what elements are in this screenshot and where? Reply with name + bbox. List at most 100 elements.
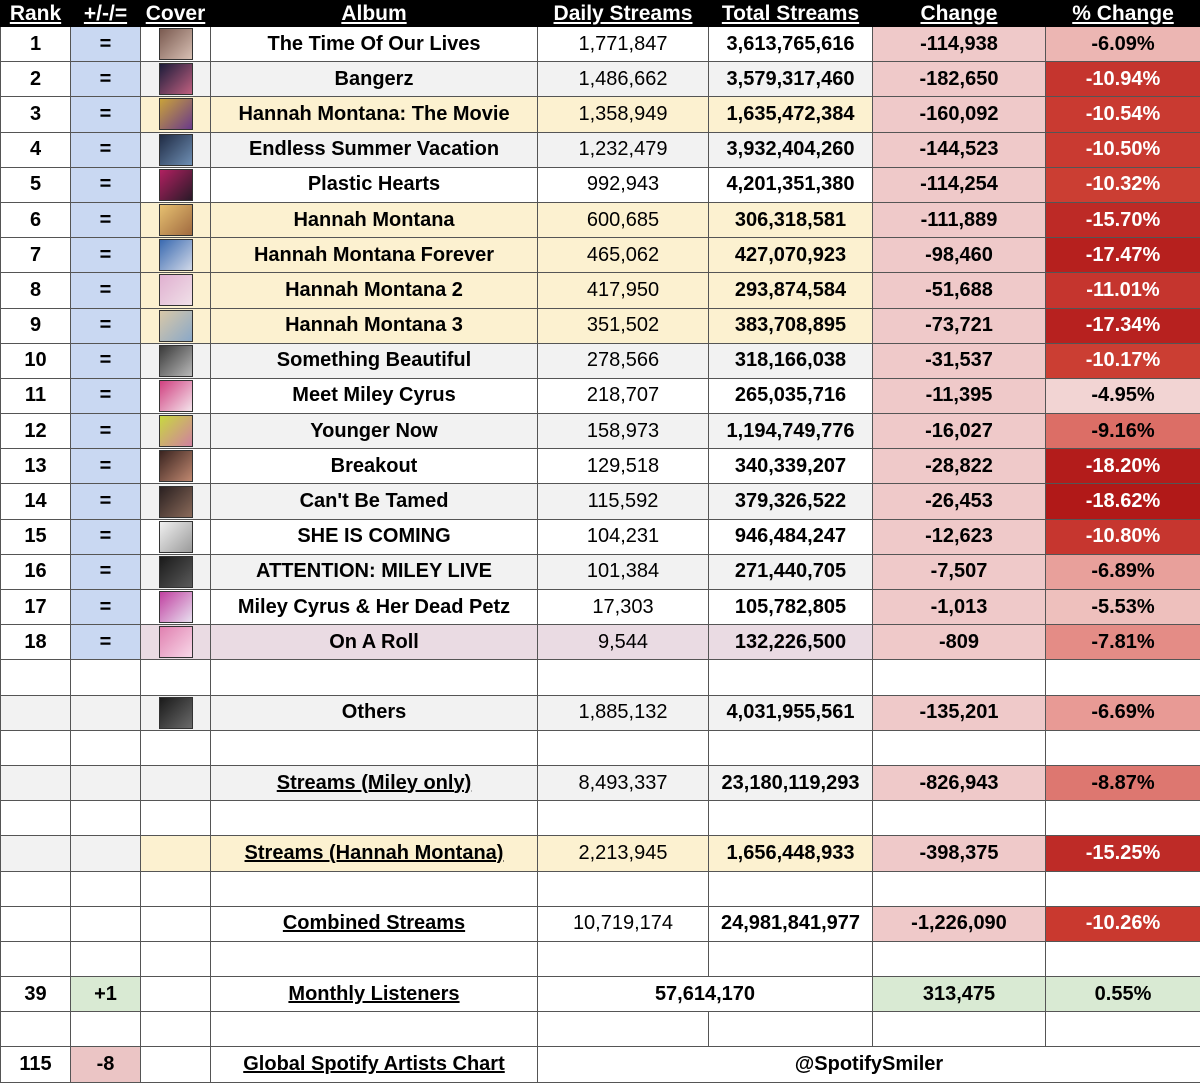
change-value: -114,938 [873, 27, 1046, 62]
album-title: Can't Be Tamed [211, 484, 538, 519]
monthly-album: Monthly Listeners [211, 977, 538, 1012]
rank-cell: 15 [1, 519, 71, 554]
pct-change: -18.20% [1046, 449, 1200, 484]
album-cover-icon [159, 310, 193, 342]
cover-cell [141, 273, 211, 308]
movement-cell: = [71, 308, 141, 343]
combined-pct: -10.26% [1046, 906, 1200, 941]
cover-cell [141, 519, 211, 554]
combined-total: 24,981,841,977 [709, 906, 873, 941]
cover-cell [141, 132, 211, 167]
pct-change: -5.53% [1046, 590, 1200, 625]
cover-cell [141, 97, 211, 132]
hannah-cover-cell [141, 836, 211, 871]
daily-streams: 9,544 [538, 625, 709, 660]
album-cover-icon [159, 345, 193, 377]
movement-cell: = [71, 590, 141, 625]
global-album: Global Spotify Artists Chart [211, 1047, 538, 1082]
miley-only-cover-cell [141, 765, 211, 800]
daily-streams: 115,592 [538, 484, 709, 519]
header-cover: Cover [141, 1, 211, 27]
daily-streams: 1,358,949 [538, 97, 709, 132]
monthly-listeners-row: 39 +1 Monthly Listeners 57,614,170 313,4… [1, 977, 1200, 1012]
album-title: Miley Cyrus & Her Dead Petz [211, 590, 538, 625]
movement-cell: = [71, 343, 141, 378]
others-movement-cell [71, 695, 141, 730]
daily-streams: 1,232,479 [538, 132, 709, 167]
change-value: -144,523 [873, 132, 1046, 167]
total-streams: 318,166,038 [709, 343, 873, 378]
movement-cell: = [71, 62, 141, 97]
cover-cell [141, 167, 211, 202]
combined-album: Combined Streams [211, 906, 538, 941]
pct-change: -17.47% [1046, 238, 1200, 273]
daily-streams: 1,771,847 [538, 27, 709, 62]
cover-cell [141, 202, 211, 237]
others-pct: -6.69% [1046, 695, 1200, 730]
cover-cell [141, 625, 211, 660]
album-title: Breakout [211, 449, 538, 484]
total-streams: 271,440,705 [709, 554, 873, 589]
hannah-montana-row: Streams (Hannah Montana) 2,213,945 1,656… [1, 836, 1200, 871]
header-movement: +/-/= [71, 1, 141, 27]
total-streams: 427,070,923 [709, 238, 873, 273]
spacer-row [1, 871, 1200, 906]
cover-cell [141, 484, 211, 519]
pct-change: -10.32% [1046, 167, 1200, 202]
hannah-label: Streams (Hannah Montana) [245, 842, 504, 864]
album-cover-icon [159, 591, 193, 623]
global-handle: @SpotifySmiler [538, 1047, 1200, 1082]
change-value: -51,688 [873, 273, 1046, 308]
header-daily-streams: Daily Streams [538, 1, 709, 27]
header-row: Rank +/-/= Cover Album Daily Streams Tot… [1, 1, 1200, 27]
miley-only-row: Streams (Miley only) 8,493,337 23,180,11… [1, 765, 1200, 800]
monthly-change: 313,475 [873, 977, 1046, 1012]
movement-cell: = [71, 484, 141, 519]
movement-cell: = [71, 519, 141, 554]
rank-cell: 2 [1, 62, 71, 97]
movement-cell: = [71, 167, 141, 202]
change-value: -26,453 [873, 484, 1046, 519]
album-cover-icon [159, 28, 193, 60]
album-title: Hannah Montana: The Movie [211, 97, 538, 132]
monthly-label: Monthly Listeners [288, 983, 459, 1005]
album-title: SHE IS COMING [211, 519, 538, 554]
change-value: -16,027 [873, 414, 1046, 449]
miley-only-pct: -8.87% [1046, 765, 1200, 800]
cover-cell [141, 238, 211, 273]
movement-cell: = [71, 202, 141, 237]
rank-cell: 17 [1, 590, 71, 625]
monthly-cover-cell [141, 977, 211, 1012]
daily-streams: 17,303 [538, 590, 709, 625]
change-value: -809 [873, 625, 1046, 660]
movement-cell: = [71, 414, 141, 449]
miley-only-daily: 8,493,337 [538, 765, 709, 800]
change-value: -28,822 [873, 449, 1046, 484]
spacer-row [1, 1012, 1200, 1047]
hannah-total: 1,656,448,933 [709, 836, 873, 871]
daily-streams: 218,707 [538, 378, 709, 413]
daily-streams: 600,685 [538, 202, 709, 237]
miley-only-total: 23,180,119,293 [709, 765, 873, 800]
pct-change: -17.34% [1046, 308, 1200, 343]
change-value: -73,721 [873, 308, 1046, 343]
others-daily: 1,885,132 [538, 695, 709, 730]
daily-streams: 465,062 [538, 238, 709, 273]
change-value: -11,395 [873, 378, 1046, 413]
total-streams: 293,874,584 [709, 273, 873, 308]
album-cover-icon [159, 556, 193, 588]
rank-cell: 10 [1, 343, 71, 378]
total-streams: 265,035,716 [709, 378, 873, 413]
pct-change: -15.70% [1046, 202, 1200, 237]
daily-streams: 992,943 [538, 167, 709, 202]
pct-change: -7.81% [1046, 625, 1200, 660]
